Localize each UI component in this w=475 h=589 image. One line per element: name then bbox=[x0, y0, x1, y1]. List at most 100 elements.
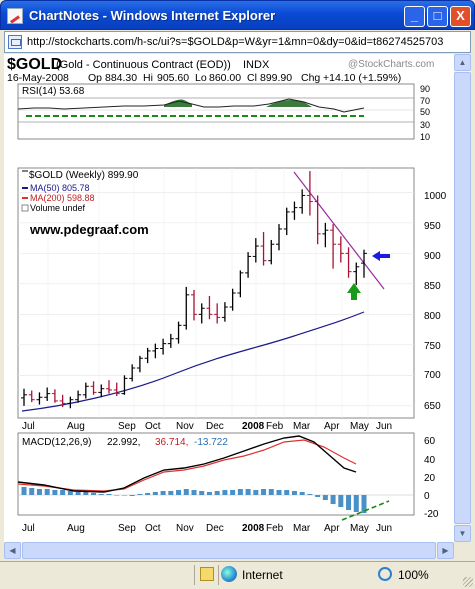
resize-grip[interactable] bbox=[463, 577, 473, 587]
macd-histogram-bar bbox=[261, 489, 267, 495]
rsi-overbought-fill bbox=[164, 99, 192, 107]
vertical-scrollbar[interactable]: ▲ ▼ bbox=[454, 54, 471, 542]
scroll-right-button[interactable]: ▶ bbox=[437, 542, 454, 559]
ma50-curve bbox=[21, 311, 365, 412]
macd-signal-line bbox=[17, 439, 357, 492]
resistance-trendline bbox=[293, 171, 385, 290]
month-label: Jun bbox=[376, 523, 392, 534]
quote-date: 16-May-2008 bbox=[7, 72, 69, 84]
macd-histogram-bar bbox=[168, 491, 174, 495]
price-bar bbox=[276, 224, 282, 251]
price-bar bbox=[82, 382, 89, 399]
macd-histogram-bar bbox=[191, 490, 197, 495]
price-bar bbox=[152, 343, 159, 359]
macd-histogram bbox=[21, 487, 367, 513]
zoom-level[interactable]: 100% bbox=[398, 568, 429, 582]
scroll-up-button[interactable]: ▲ bbox=[454, 54, 471, 71]
price-tick: 850 bbox=[424, 281, 441, 292]
month-label: Oct bbox=[145, 421, 161, 432]
rsi-line bbox=[17, 98, 365, 113]
month-label: Jul bbox=[22, 421, 35, 432]
address-url[interactable]: http://stockcharts.com/h-sc/ui?s=$GOLD&p… bbox=[27, 36, 444, 48]
month-label: Nov bbox=[176, 523, 194, 534]
macd-histogram-bar bbox=[291, 491, 297, 495]
macd-histogram-bar bbox=[307, 494, 313, 495]
scroll-left-button[interactable]: ◀ bbox=[4, 542, 21, 559]
horizontal-scroll-thumb[interactable] bbox=[22, 542, 436, 559]
macd-histogram-bar bbox=[330, 495, 336, 504]
macd-histogram-bar bbox=[98, 494, 104, 495]
price-bar bbox=[361, 249, 367, 278]
macd-histogram-bar bbox=[222, 490, 228, 495]
macd-hist-value: -13.722 bbox=[194, 437, 228, 448]
security-zone: Internet bbox=[242, 568, 283, 582]
month-label: Feb bbox=[266, 523, 284, 534]
price-bar bbox=[21, 388, 27, 406]
page-icon bbox=[8, 35, 22, 49]
stockcharts-watermark: @StockCharts.com bbox=[348, 59, 434, 70]
month-label: May bbox=[350, 523, 369, 534]
macd-histogram-bar bbox=[114, 495, 120, 496]
horizontal-scrollbar[interactable]: ◀ ▶ bbox=[4, 542, 454, 559]
volume-legend: Volume undef bbox=[30, 203, 86, 213]
close-button[interactable]: X bbox=[450, 6, 471, 27]
macd-histogram-bar bbox=[361, 495, 367, 513]
window-titlebar: ChartNotes - Windows Internet Explorer _… bbox=[0, 0, 475, 30]
vertical-scroll-thumb[interactable] bbox=[454, 72, 471, 524]
macd-histogram-bar bbox=[183, 489, 189, 495]
macd-histogram-bar bbox=[21, 487, 27, 495]
scroll-down-button[interactable]: ▼ bbox=[454, 525, 471, 542]
price-tick: 1000 bbox=[424, 191, 447, 202]
website-annotation: www.pdegraaf.com bbox=[29, 222, 149, 237]
price-bar bbox=[337, 236, 344, 263]
price-bar bbox=[113, 382, 120, 397]
price-bar bbox=[245, 252, 252, 278]
address-bar[interactable]: http://stockcharts.com/h-sc/ui?s=$GOLD&p… bbox=[4, 31, 471, 53]
macd-histogram-bar bbox=[268, 489, 274, 495]
price-bar bbox=[51, 389, 58, 403]
price-bar bbox=[28, 390, 35, 403]
status-security-cell bbox=[194, 565, 218, 585]
high-value: 905.60 bbox=[157, 72, 189, 84]
status-zone-cell: Internet bbox=[218, 565, 368, 585]
macd-signal-value: 36.714, bbox=[155, 437, 188, 448]
macd-histogram-bar bbox=[60, 490, 66, 495]
price-legend: $GOLD (Weekly) 899.90 bbox=[29, 170, 139, 181]
status-zoom-cell[interactable]: 100% bbox=[378, 565, 458, 585]
month-label: Dec bbox=[206, 421, 224, 432]
maximize-button[interactable]: □ bbox=[427, 6, 448, 27]
macd-tick: -20 bbox=[424, 509, 439, 520]
price-bar bbox=[106, 380, 112, 394]
month-label: Sep bbox=[118, 421, 136, 432]
macd-histogram-bar bbox=[129, 495, 135, 496]
macd-histogram-bar bbox=[145, 493, 151, 495]
macd-histogram-bar bbox=[36, 489, 42, 495]
chart-exchange: INDX bbox=[243, 59, 270, 71]
chart-symbol: $GOLD bbox=[7, 56, 62, 73]
macd-histogram-bar bbox=[152, 492, 158, 495]
price-tick: 950 bbox=[424, 221, 441, 232]
ie-chart-icon bbox=[7, 8, 23, 24]
rsi-tick: 90 bbox=[420, 84, 430, 94]
high-label: Hi bbox=[143, 72, 153, 84]
price-bar bbox=[330, 224, 337, 269]
macd-histogram-bar bbox=[106, 494, 112, 495]
rsi-tick: 30 bbox=[420, 120, 430, 130]
change-label: Chg bbox=[301, 72, 320, 84]
macd-histogram-bar bbox=[44, 489, 50, 495]
macd-histogram-bar bbox=[346, 495, 352, 510]
price-bar bbox=[291, 201, 298, 220]
macd-histogram-bar bbox=[160, 491, 166, 495]
price-bar bbox=[306, 171, 313, 216]
price-bar bbox=[345, 247, 352, 278]
minimize-button[interactable]: _ bbox=[404, 6, 425, 27]
macd-tick: 60 bbox=[424, 436, 436, 447]
blue-arrow-icon bbox=[372, 251, 390, 261]
month-label: Mar bbox=[293, 523, 311, 534]
price-bar bbox=[229, 288, 236, 311]
macd-histogram-bar bbox=[75, 492, 81, 495]
price-tick: 650 bbox=[424, 401, 441, 412]
macd-histogram-bar bbox=[338, 495, 344, 507]
macd-histogram-bar bbox=[245, 489, 251, 495]
price-bar bbox=[314, 195, 321, 245]
